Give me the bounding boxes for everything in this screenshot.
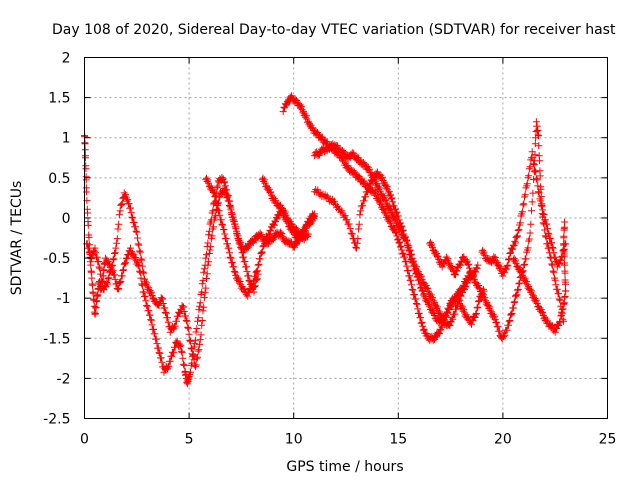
series-markers-track-c: [202, 174, 319, 300]
y-tick-label: -1.5: [43, 331, 70, 347]
grid: [84, 57, 608, 419]
y-tick-label: 1.5: [48, 91, 70, 107]
y-tick-label: -0.5: [43, 251, 70, 267]
series-markers-track-h: [426, 118, 568, 343]
y-tick-label: -2: [57, 371, 71, 387]
plot-frame: [84, 57, 608, 419]
y-tick-label: 0.5: [48, 171, 70, 187]
y-tick-label: 1: [62, 131, 71, 147]
y-tick-label: 2: [62, 51, 71, 67]
x-tick-label: 25: [599, 432, 617, 448]
series-markers-track-i: [478, 148, 570, 280]
y-axis-label: SDTVAR / TECUs: [9, 181, 25, 296]
y-tick-labels: -2.5 -2 -1.5 -1 -0.5 0 0.5 1 1.5 2: [43, 51, 70, 428]
y-tick-label: -1: [57, 291, 71, 307]
x-tick-label: 20: [494, 432, 512, 448]
x-tick-label: 0: [80, 432, 89, 448]
axis-ticks: [84, 57, 608, 419]
series-markers-track-d: [258, 174, 312, 244]
x-tick-labels: 0 5 10 15 20 25: [80, 432, 616, 448]
series-markers-track-b: [83, 185, 262, 370]
x-axis-label: GPS time / hours: [286, 459, 403, 475]
series-markers-track-j: [509, 218, 570, 336]
x-tick-label: 10: [285, 432, 303, 448]
y-tick-label: -2.5: [43, 412, 70, 428]
y-tick-label: 0: [62, 211, 71, 227]
series-markers-track-g: [311, 168, 473, 327]
data-points: [81, 92, 570, 388]
x-tick-label: 5: [185, 432, 194, 448]
chart-title: Day 108 of 2020, Sidereal Day-to-day VTE…: [52, 22, 616, 38]
x-tick-label: 15: [389, 432, 407, 448]
